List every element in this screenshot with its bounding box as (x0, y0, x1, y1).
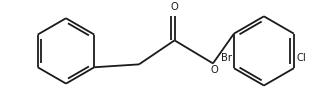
Text: O: O (171, 2, 179, 12)
Text: Cl: Cl (297, 53, 306, 63)
Text: O: O (210, 65, 218, 75)
Text: Br: Br (221, 53, 232, 63)
